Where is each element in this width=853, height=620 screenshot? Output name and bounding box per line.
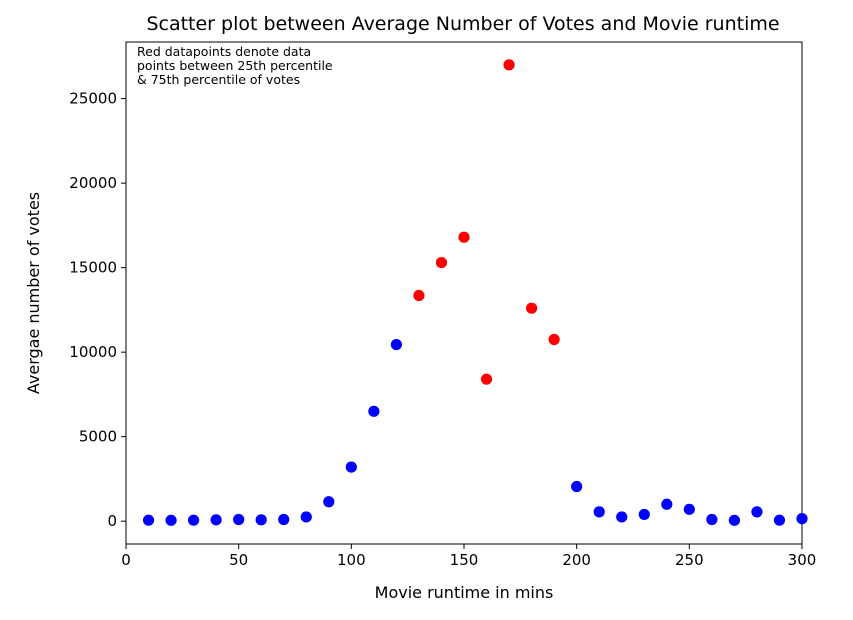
data-point — [435, 256, 448, 269]
annotation-line: points between 25th percentile — [137, 58, 333, 73]
data-point — [458, 231, 470, 243]
y-tick-label: 25000 — [69, 90, 117, 108]
data-point — [503, 59, 515, 71]
y-tick-label: 20000 — [69, 174, 117, 192]
data-point — [323, 496, 335, 508]
data-point — [728, 514, 741, 526]
x-tick-label: 200 — [562, 551, 591, 569]
data-point — [526, 302, 538, 314]
data-point — [796, 513, 808, 525]
x-tick-label: 150 — [450, 551, 479, 569]
annotation-line: & 75th percentile of votes — [137, 72, 300, 87]
x-tick-label: 300 — [788, 551, 817, 569]
x-axis: 0 50 100 150 200 250 300 — [121, 544, 816, 569]
data-point — [210, 514, 222, 526]
data-point — [165, 514, 177, 526]
data-point — [345, 461, 357, 473]
data-point — [300, 511, 312, 523]
x-tick-label: 250 — [675, 551, 704, 569]
y-tick-label: 0 — [107, 512, 117, 530]
data-point — [413, 289, 425, 302]
data-point — [683, 503, 695, 515]
x-tick-label: 100 — [337, 551, 366, 569]
data-point — [188, 514, 200, 526]
annotation-line: Red datapoints denote data — [137, 44, 311, 59]
data-point — [255, 514, 267, 526]
data-point — [548, 333, 560, 346]
data-point — [706, 513, 718, 526]
data-point — [593, 506, 605, 518]
x-tick-label: 0 — [121, 551, 131, 569]
y-axis-label: Avergae number of votes — [24, 192, 43, 394]
y-axis: 0 5000 10000 15000 20000 25000 — [69, 90, 126, 530]
data-point — [661, 498, 673, 510]
chart-annotation: Red datapoints denote datapoints between… — [137, 44, 333, 87]
data-point — [142, 514, 155, 526]
data-point — [616, 511, 628, 523]
plot-area-frame — [125, 41, 803, 545]
data-point — [278, 513, 290, 526]
y-tick-label: 15000 — [69, 259, 117, 277]
data-point — [571, 480, 583, 493]
data-point — [368, 405, 380, 417]
chart-title: Scatter plot between Average Number of V… — [146, 13, 779, 35]
data-point — [638, 508, 650, 521]
data-point — [773, 514, 786, 526]
data-points — [142, 59, 808, 526]
data-point — [751, 506, 763, 518]
y-tick-label: 10000 — [69, 343, 117, 361]
x-tick-label: 50 — [229, 551, 248, 569]
y-tick-label: 5000 — [79, 428, 117, 446]
data-point — [233, 513, 245, 526]
data-point — [390, 338, 402, 351]
x-axis-label: Movie runtime in mins — [375, 583, 554, 602]
data-point — [480, 373, 493, 385]
